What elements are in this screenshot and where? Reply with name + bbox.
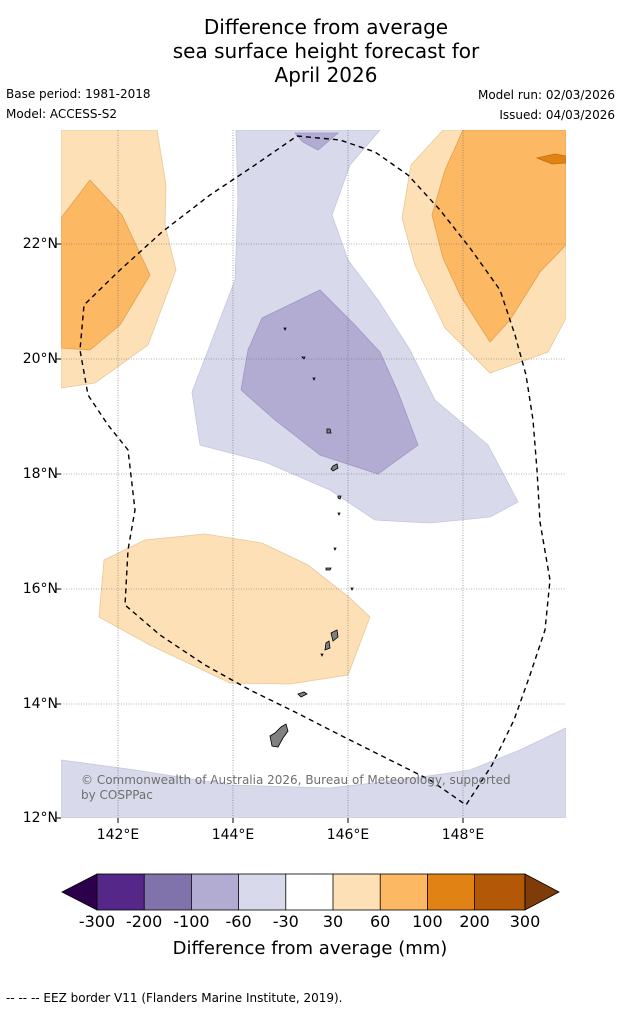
colorbar (61, 873, 560, 911)
map-title: Difference from average sea surface heig… (0, 15, 621, 87)
lon-label-144e: 144°E (211, 827, 255, 843)
colorbar-extend-high (524, 873, 560, 911)
map-area (61, 130, 566, 818)
colorbar-extend-low (61, 873, 98, 911)
island-guguan (337, 512, 341, 516)
island-medinilla (350, 587, 354, 591)
anomaly-top-purple (294, 132, 340, 151)
colorbar-label: 60 (370, 912, 391, 931)
colorbar-segment (333, 874, 381, 910)
base-period: Base period: 1981-2018 (6, 87, 151, 101)
island-tinian (324, 640, 331, 651)
anomaly-east-dark-orange (535, 153, 566, 165)
colorbar-segment (380, 874, 428, 910)
colorbar-label: -300 (78, 912, 116, 931)
graticule (61, 130, 566, 818)
lon-label-146e: 146°E (326, 827, 370, 843)
island-asuncion (312, 377, 316, 381)
colorbar-segment (238, 874, 286, 910)
colorbar-label: 300 (509, 912, 541, 931)
model-run: Model run: 02/03/2026 (477, 88, 615, 102)
colorbar-label: -60 (225, 912, 252, 931)
lon-label-142e: 142°E (96, 827, 140, 843)
colorbar-frame (96, 873, 526, 911)
colorbar-segment (427, 874, 475, 910)
colorbar-dividers (143, 874, 476, 910)
anomaly-band-light-purple-south (61, 727, 566, 818)
island-sarigan (333, 547, 337, 551)
title-line-2: sea surface height forecast for (172, 39, 480, 63)
colorbar-label: -200 (126, 912, 163, 931)
colorbar-label: -100 (173, 912, 210, 931)
island-alamagan (337, 495, 342, 500)
eez-footnote: -- -- -- EEZ border V11 (Flanders Marine… (6, 991, 343, 1005)
lat-label-22n: 22°N (22, 236, 58, 252)
colorbar-segment (97, 874, 145, 910)
colorbar-segment (285, 874, 333, 910)
colorbar-label: 30 (322, 912, 344, 931)
anomaly-core-purple (240, 289, 419, 475)
colorbar-segment (474, 874, 525, 910)
island-rota (297, 691, 308, 698)
issued-date: Issued: 04/03/2026 (499, 108, 615, 122)
anomaly-southwest-light-orange (98, 533, 371, 685)
lat-label-18n: 18°N (22, 466, 58, 482)
island-anatahan (325, 567, 332, 571)
lon-label-148e: 148°E (441, 827, 485, 843)
island-maug (301, 356, 306, 360)
islands (269, 327, 354, 748)
colorbar-label: 100 (412, 912, 443, 931)
lat-label-16n: 16°N (22, 581, 58, 597)
island-pagan (330, 463, 339, 472)
title-line-3: April 2026 (274, 63, 378, 87)
colorbar-label: 200 (459, 912, 490, 931)
axis-ticks (56, 243, 464, 823)
island-aguijan (320, 653, 324, 657)
colorbar-title: Difference from average (mm) (172, 938, 448, 959)
title-line-1: Difference from average (203, 15, 449, 39)
copyright-notice: © Commonwealth of Australia 2026, Bureau… (81, 773, 511, 802)
island-guam (269, 723, 289, 748)
colorbar-segment (144, 874, 192, 910)
lat-label-14n: 14°N (22, 696, 58, 712)
anomaly-east-orange (431, 130, 566, 343)
colorbar-segment (191, 874, 239, 910)
lat-label-12n: 12°N (22, 810, 58, 826)
colorbar-label: -30 (272, 912, 299, 931)
island-farallon (283, 327, 287, 331)
lat-label-20n: 20°N (22, 351, 58, 367)
island-saipan (330, 629, 339, 642)
island-agrihan (326, 428, 332, 434)
model-name: Model: ACCESS-S2 (6, 107, 118, 121)
